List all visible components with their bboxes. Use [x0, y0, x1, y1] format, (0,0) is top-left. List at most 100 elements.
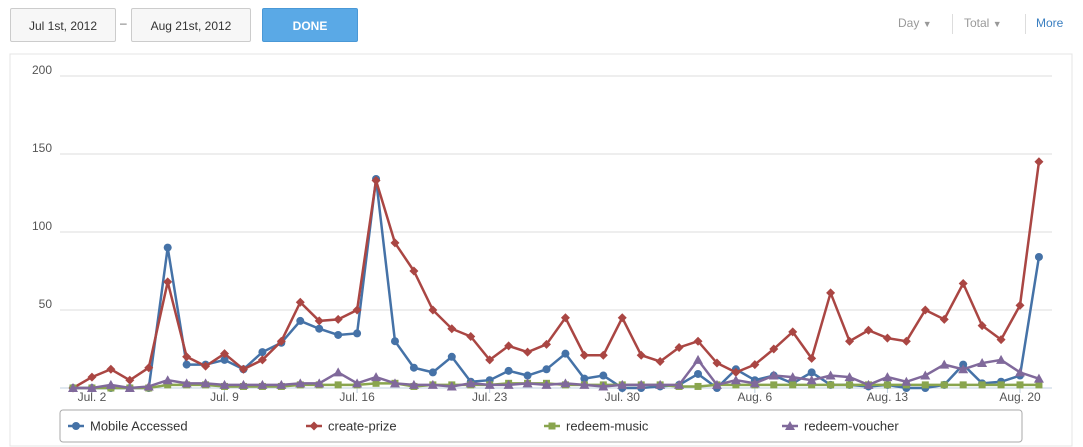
data-point: [428, 305, 438, 315]
data-point: [711, 379, 722, 389]
data-point: [86, 383, 97, 392]
data-point: [427, 379, 438, 389]
data-point: [371, 372, 382, 382]
y-tick-label: 150: [32, 141, 52, 155]
data-point: [202, 381, 210, 389]
data-point: [484, 379, 495, 389]
data-point: [750, 360, 760, 370]
data-point: [276, 336, 286, 346]
x-tick-label: Aug. 20: [999, 390, 1041, 404]
done-button[interactable]: DONE: [262, 8, 358, 42]
data-point: [674, 342, 684, 352]
data-point: [182, 352, 192, 362]
data-point: [636, 379, 647, 389]
data-point: [296, 316, 305, 325]
interval: Day: [898, 16, 920, 30]
interval-select[interactable]: Day ▼: [898, 16, 932, 30]
data-point: [523, 347, 533, 357]
data-point: [183, 381, 191, 389]
data-point: [372, 379, 380, 387]
data-point: [504, 366, 513, 375]
start-date[interactable]: Jul 1st, 2012: [10, 8, 116, 42]
data-point: [352, 305, 362, 315]
y-tick-label: 200: [32, 63, 52, 77]
data-point: [485, 355, 495, 365]
more-link[interactable]: More: [1036, 16, 1064, 30]
data-point: [694, 382, 702, 390]
data-point: [181, 378, 192, 388]
data-point: [845, 336, 855, 346]
data-point: [636, 350, 646, 360]
data-point: [694, 369, 703, 378]
data-point: [996, 335, 1006, 345]
data-point: [883, 381, 891, 389]
data-point: [277, 338, 286, 347]
data-point: [882, 333, 892, 343]
data-point: [485, 376, 494, 385]
x-tick-label: Aug. 13: [867, 390, 909, 404]
data-point: [314, 316, 324, 326]
data-point: [389, 378, 400, 388]
data-point: [751, 381, 759, 389]
data-point: [599, 371, 608, 380]
data-point: [599, 381, 607, 389]
x-tick-label: Aug. 6: [737, 390, 772, 404]
data-point: [466, 332, 476, 342]
data-point: [372, 174, 381, 183]
data-point: [730, 375, 741, 385]
data-point: [333, 367, 344, 377]
data-point: [1015, 300, 1025, 310]
data-point: [144, 363, 154, 373]
data-point: [277, 382, 285, 390]
data-point: [580, 381, 588, 389]
data-point: [220, 349, 230, 359]
data-point: [770, 381, 778, 389]
data-point: [863, 379, 874, 389]
data-point: [522, 378, 533, 388]
data-point: [87, 384, 96, 392]
data-point: [543, 379, 550, 387]
data-point: [428, 368, 437, 377]
data-point: [1034, 157, 1044, 167]
data-point: [656, 381, 664, 389]
data-point: [523, 371, 532, 380]
data-point: [334, 381, 342, 389]
legend-label: Mobile Accessed: [90, 418, 188, 433]
end-date[interactable]: Aug 21st, 2012: [131, 8, 251, 42]
data-point: [655, 356, 665, 366]
aggregate-select[interactable]: Total ▼: [964, 16, 1002, 30]
data-point: [408, 379, 419, 389]
data-point: [693, 336, 703, 346]
data-point: [978, 381, 986, 389]
data-point: [315, 324, 324, 333]
data-point: [560, 378, 571, 388]
data-point: [239, 382, 247, 390]
data-point: [940, 381, 948, 389]
data-point: [295, 297, 305, 307]
data-point: [541, 379, 552, 389]
data-point: [617, 313, 627, 323]
data-point: [713, 381, 721, 389]
data-point: [978, 379, 987, 388]
data-point: [920, 370, 931, 380]
data-point: [258, 382, 266, 390]
divider: [952, 14, 953, 34]
data-point: [637, 384, 646, 392]
data-point: [977, 358, 988, 368]
data-point: [106, 364, 116, 374]
separator: –: [120, 16, 127, 30]
data-point: [542, 339, 551, 349]
data-point: [826, 288, 836, 298]
data-point: [333, 314, 343, 324]
data-point: [580, 374, 589, 383]
data-point: [409, 363, 418, 372]
data-point: [126, 384, 134, 392]
data-point: [105, 379, 116, 389]
data-point: [429, 381, 437, 389]
data-point: [826, 380, 835, 389]
data-point: [656, 382, 665, 391]
data-point: [390, 337, 399, 346]
data-point: [1016, 381, 1024, 389]
data-point: [238, 379, 249, 389]
data-point: [390, 238, 400, 248]
